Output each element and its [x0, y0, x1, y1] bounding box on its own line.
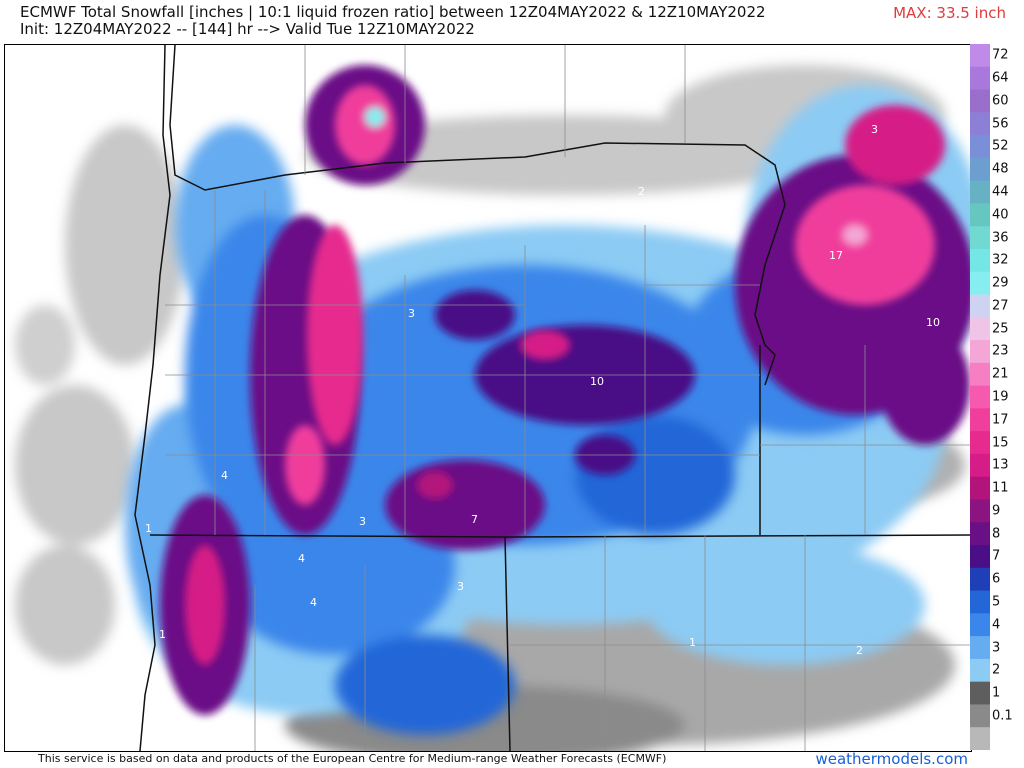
colorbar-tick-label: 23 — [992, 343, 1009, 359]
colorbar-swatch — [970, 681, 990, 705]
map-label: 7 — [471, 513, 478, 526]
colorbar-tick-label: 17 — [992, 412, 1009, 428]
colorbar-tick-label: 19 — [992, 389, 1009, 405]
chart-title: ECMWF Total Snowfall [inches | 10:1 liqu… — [20, 4, 766, 38]
colorbar-swatch — [970, 248, 990, 273]
colorbar-tick-label: 2 — [992, 662, 1001, 678]
colorbar-swatch — [970, 636, 990, 660]
colorbar-labels: 72 64 60 56 52 48 44 40 36 32 29 27 25 23 21 19 17 15 13 11… — [992, 44, 1024, 750]
colorbar-swatch — [970, 499, 990, 523]
colorbar-swatch — [970, 271, 990, 296]
title-line-2: Init: 12Z04MAY2022 -- [144] hr --> Valid… — [20, 20, 475, 38]
colorbar-tick-label: 1 — [992, 685, 1001, 701]
colorbar-swatch — [970, 476, 990, 500]
colorbar-swatch — [970, 203, 990, 227]
colorbar-tick-label: 29 — [992, 275, 1009, 291]
map-label: 1 — [159, 628, 166, 641]
map-label: 3 — [871, 123, 878, 136]
colorbar-tick-label: 32 — [992, 252, 1009, 268]
colorbar-swatch — [970, 658, 990, 683]
colorbar-swatch — [970, 613, 990, 637]
colorbar-tick-label: 21 — [992, 366, 1009, 382]
colorbar-tick-label: 36 — [992, 230, 1009, 246]
colorbar-swatch — [970, 89, 990, 113]
colorbar-swatch — [970, 453, 990, 478]
coastline — [134, 45, 171, 751]
colorbar-swatch — [970, 545, 990, 569]
colorbar-tick-label: 3 — [992, 640, 1001, 656]
colorbar-tick-label: 8 — [992, 526, 1001, 542]
colorbar-tick-label: 15 — [992, 435, 1009, 451]
colorbar-swatch — [970, 112, 990, 136]
colorbar-tick-label: 60 — [992, 93, 1009, 109]
map-label: 1 — [689, 636, 696, 649]
colorbar-swatch — [970, 590, 990, 614]
colorbar-swatch — [970, 66, 990, 91]
title-line-1: ECMWF Total Snowfall [inches | 10:1 liqu… — [20, 3, 766, 21]
map-svg: 10 10 17 3 3 3 3 4 4 4 7 2 2 1 1 1 — [5, 45, 971, 751]
colorbar-swatch — [970, 135, 990, 159]
site-link[interactable]: weathermodels.com — [815, 750, 968, 768]
colorbar-tick-label: 11 — [992, 480, 1009, 496]
colorbar-tick-label: 6 — [992, 571, 1001, 587]
map-label: 10 — [926, 316, 940, 329]
map-label: 4 — [298, 552, 305, 565]
colorbar-swatch — [970, 317, 990, 341]
map-label: 4 — [221, 469, 228, 482]
map-label: 10 — [590, 375, 604, 388]
colorbar-swatch — [970, 431, 990, 455]
snowfall-map: 10 10 17 3 3 3 3 4 4 4 7 2 2 1 1 1 — [4, 44, 972, 752]
colorbar-swatch — [970, 567, 990, 592]
colorbar-swatch — [970, 157, 990, 182]
colorbar-tick-label: 4 — [992, 617, 1001, 633]
colorbar-tick-label: 52 — [992, 138, 1009, 154]
map-label: 3 — [408, 307, 415, 320]
colorbar-swatch — [970, 522, 990, 546]
map-label: 2 — [856, 644, 863, 657]
max-value-label: MAX: 33.5 inch — [893, 4, 1006, 22]
colorbar-tick-label: 40 — [992, 207, 1009, 223]
colorbar-swatch — [970, 385, 990, 409]
colorbar-tick-label: 5 — [992, 594, 1001, 610]
colorbar-tick-label: 25 — [992, 321, 1009, 337]
colorbar-tick-label: 64 — [992, 70, 1009, 86]
colorbar-tick-label: 56 — [992, 116, 1009, 132]
snow-field-max — [185, 85, 945, 665]
footer-credit: This service is based on data and produc… — [38, 752, 667, 765]
colorbar-swatch — [970, 408, 990, 432]
map-label: 1 — [145, 522, 152, 535]
map-label: 3 — [359, 515, 366, 528]
map-label: 4 — [310, 596, 317, 609]
colorbar-swatch — [970, 180, 990, 204]
colorbar-swatch — [970, 704, 990, 728]
colorbar-swatch — [970, 362, 990, 387]
colorbar-swatch — [970, 340, 990, 364]
colorbar-swatch — [970, 44, 990, 68]
colorbar-tick-label: 0.1 — [992, 708, 1013, 724]
colorbar-tick-label: 27 — [992, 298, 1009, 314]
map-value-labels: 10 10 17 3 3 3 3 4 4 4 7 2 2 1 1 1 — [145, 123, 940, 657]
colorbar-tick-label: 7 — [992, 548, 1001, 564]
colorbar-swatch — [970, 294, 990, 318]
colorbar-tick-label: 44 — [992, 184, 1009, 200]
county-boundaries — [165, 45, 971, 751]
colorbar-tick-label: 13 — [992, 457, 1009, 473]
colorbar-tick-label: 9 — [992, 503, 1001, 519]
colorbar — [970, 44, 990, 750]
map-label: 17 — [829, 249, 843, 262]
colorbar-tick-label: 48 — [992, 161, 1009, 177]
map-label: 2 — [638, 185, 645, 198]
colorbar-swatch — [970, 226, 990, 250]
colorbar-tick-label: 72 — [992, 47, 1009, 63]
colorbar-swatch — [970, 727, 990, 750]
map-label: 3 — [457, 580, 464, 593]
